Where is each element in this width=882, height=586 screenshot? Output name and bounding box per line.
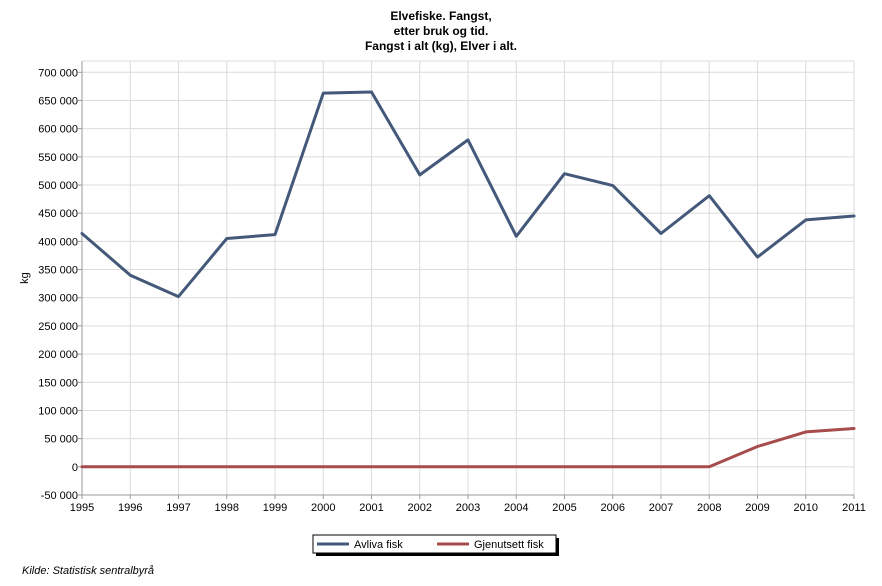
- x-tick-label: 1998: [215, 502, 239, 514]
- x-tick-label: 2009: [745, 502, 769, 514]
- y-tick-label: 200 000: [38, 349, 78, 361]
- y-tick-label: 550 000: [38, 152, 78, 164]
- y-tick-label: 100 000: [38, 405, 78, 417]
- grid: [81, 60, 855, 496]
- legend: Avliva fisk Gjenutsett fisk: [312, 534, 559, 556]
- x-tick-label: 2006: [601, 502, 625, 514]
- x-tick-label: 1997: [166, 502, 190, 514]
- chart-title-line: Fangst i alt (kg), Elver i alt.: [365, 39, 517, 53]
- x-tick-label: 2003: [456, 502, 480, 514]
- series-lines: [80, 90, 856, 469]
- series-line-0: [80, 90, 856, 299]
- x-tick-label: 2001: [359, 502, 383, 514]
- legend-label: Avliva fisk: [354, 539, 403, 551]
- x-tick-label: 2002: [408, 502, 432, 514]
- y-tick-label: 300 000: [38, 293, 78, 305]
- y-axis-label: kg: [19, 272, 31, 284]
- x-tick-label: 1999: [263, 502, 287, 514]
- y-tick-label: -50 000: [41, 490, 78, 502]
- x-tick-label: 2004: [504, 502, 528, 514]
- y-tick-label: 250 000: [38, 321, 78, 333]
- x-tick-label: 1995: [70, 502, 94, 514]
- x-tick-label: 2000: [311, 502, 335, 514]
- y-tick-label: 500 000: [38, 180, 78, 192]
- chart-title-line: etter bruk og tid.: [394, 24, 489, 38]
- y-tick-label: 0: [72, 462, 78, 474]
- y-tick-label: 600 000: [38, 124, 78, 136]
- series-line-1: [80, 427, 856, 469]
- legend-label: Gjenutsett fisk: [474, 539, 544, 551]
- y-tick-label: 50 000: [44, 434, 78, 446]
- y-tick-label: 150 000: [38, 377, 78, 389]
- x-tick-label: 2011: [842, 502, 866, 514]
- source-note: Kilde: Statistisk sentralbyrå: [22, 565, 154, 577]
- x-tick-label: 1996: [118, 502, 142, 514]
- x-tick-label: 2007: [649, 502, 673, 514]
- x-tick-label: 2005: [552, 502, 576, 514]
- y-tick-label: 400 000: [38, 236, 78, 248]
- chart-title: Elvefiske. Fangst,etter bruk og tid.Fang…: [365, 9, 517, 53]
- y-tick-label: 700 000: [38, 67, 78, 79]
- x-axis: 1995 1996 1997 1998 1999 2000 2001 2002 2003 2004…: [70, 495, 866, 514]
- y-tick-label: 350 000: [38, 265, 78, 277]
- legend-box: [312, 534, 557, 554]
- x-tick-label: 2008: [697, 502, 721, 514]
- x-tick-label: 2010: [794, 502, 818, 514]
- y-axis: -50 000 0 50 000 100 000 150 000 200 000 250 0…: [38, 67, 82, 502]
- chart-title-line: Elvefiske. Fangst,: [390, 9, 491, 23]
- y-tick-label: 650 000: [38, 95, 78, 107]
- y-tick-label: 450 000: [38, 208, 78, 220]
